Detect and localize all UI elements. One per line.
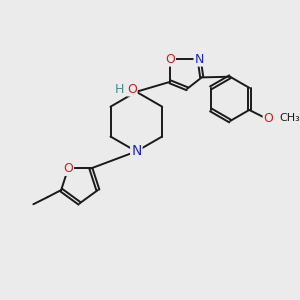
Text: H: H: [115, 83, 124, 96]
Text: O: O: [165, 52, 175, 66]
Text: N: N: [131, 144, 142, 158]
Text: O: O: [264, 112, 274, 125]
Text: O: O: [63, 162, 73, 175]
Text: N: N: [194, 52, 204, 66]
Text: O: O: [127, 83, 137, 96]
Text: CH₃: CH₃: [279, 113, 300, 124]
